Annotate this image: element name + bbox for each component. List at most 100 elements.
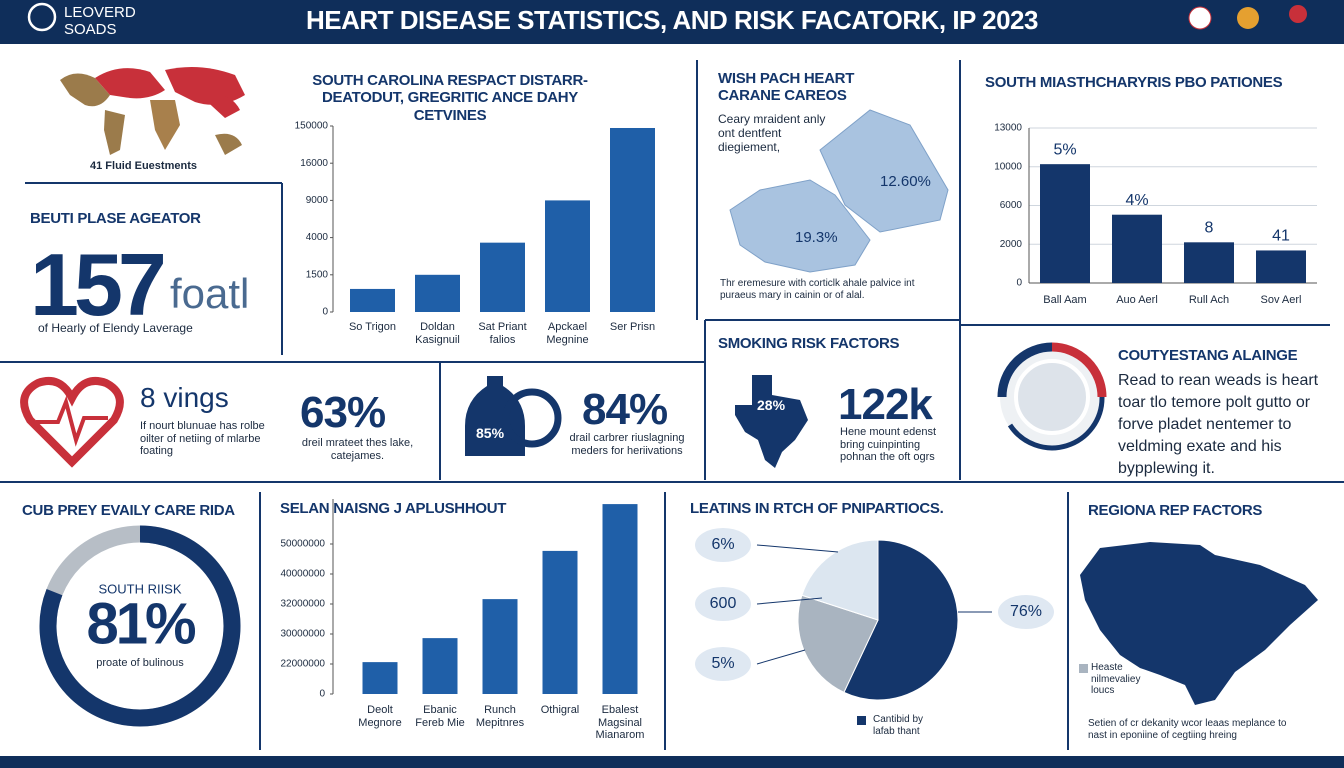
x-tick-label: Othigral	[540, 704, 580, 716]
world-map	[60, 66, 245, 155]
callout-label: 600	[710, 595, 737, 612]
stat-number: 122k	[838, 380, 933, 429]
bar	[545, 200, 590, 312]
bar	[542, 550, 578, 694]
map-label: 12.60%	[880, 173, 931, 190]
donut-label: SOUTH RIISK	[98, 581, 181, 596]
callout-line	[756, 597, 823, 605]
stat-heading: BEUTI PLASE AGEATOR	[30, 210, 201, 227]
legend-label: Heaste nilmevaliey loucs	[1091, 662, 1141, 696]
chart-title: LEATINS IN RTCH OF PNIPARTIOCS.	[690, 500, 944, 517]
bar	[480, 242, 525, 312]
panel-text: Read to rean weads is heart toar tlo tem…	[1118, 372, 1319, 477]
bar-annotation: 41	[1272, 228, 1290, 245]
y-tick-label: 6000	[1000, 200, 1023, 211]
page-title: HEART DISEASE STATISTICS, AND RISK FACAT…	[306, 5, 1038, 35]
y-tick-label: 0	[1016, 278, 1022, 289]
y-tick-label: 16000	[300, 158, 328, 169]
footer-bar	[0, 756, 1344, 768]
bar	[1256, 250, 1306, 283]
bar	[350, 288, 395, 312]
x-tick-label: Rull Ach	[1188, 294, 1230, 306]
chart-title: CUB PREY EVAILY CARE RIDA	[22, 502, 235, 519]
bar	[1040, 164, 1090, 283]
panel-text: Ceary mraident anly ont dentfent diegiem…	[718, 112, 826, 154]
x-tick-label: Ball Aam	[1043, 294, 1087, 306]
stat-number: 157	[30, 235, 167, 334]
x-tick-label: Deolt Megnore	[358, 704, 402, 729]
partner-logo	[1188, 6, 1212, 30]
stat-unit: foatl	[170, 270, 250, 317]
logo-icon	[27, 2, 57, 32]
panel-text: Hene mount edenst bring cuinpinting pohn…	[840, 426, 937, 464]
panel-text: drail carbrer riuslagning meders for her…	[569, 432, 685, 457]
bar-annotation: 5%	[1053, 141, 1076, 158]
care-map	[729, 109, 949, 273]
panel-caption: Setien of cr dekanity wcor leaas meplanc…	[1088, 718, 1287, 741]
y-tick-label: 22000000	[281, 659, 326, 670]
y-tick-label: 4000	[306, 232, 329, 243]
callout-bubble	[695, 587, 751, 621]
x-tick-label: Runch Mepitnres	[475, 704, 525, 729]
callout-label: 6%	[711, 536, 734, 553]
legend-swatch	[857, 716, 866, 725]
x-tick-label: Apckael Megnine	[546, 321, 589, 346]
chart-title: SOUTH MIASTHCHARYRIS PBO PATIONES	[985, 74, 1283, 91]
callout-line	[756, 649, 806, 665]
y-tick-label: 0	[322, 307, 328, 318]
y-tick-label: 40000000	[281, 569, 326, 580]
y-tick-label: 50000000	[281, 539, 326, 550]
callout-bubble	[695, 647, 751, 681]
logo-text: LEOVERD SOADS	[64, 4, 136, 38]
x-tick-label: Sat Priant falios	[478, 321, 527, 346]
bar	[482, 599, 518, 694]
header-bar	[0, 0, 1344, 44]
partner-logo	[1289, 5, 1307, 23]
y-tick-label: 1500	[306, 269, 329, 280]
y-tick-label: 150000	[295, 121, 329, 132]
bar	[362, 662, 398, 694]
map-caption: 41 Fluid Euestments	[90, 160, 197, 172]
bar-annotation: 8	[1205, 220, 1214, 237]
donut-caption: proate of bulinous	[96, 657, 184, 669]
bar	[1184, 242, 1234, 283]
icon-label: 85%	[476, 425, 505, 441]
bar	[1112, 214, 1162, 283]
bar	[602, 504, 638, 694]
y-tick-label: 2000	[1000, 239, 1023, 250]
pie-slice	[797, 594, 879, 694]
chart-title: SOUTH CAROLINA RESPACT DISTARR- DEATODUT…	[312, 72, 588, 124]
icon-label: 28%	[757, 397, 786, 413]
y-tick-label: 30000000	[281, 629, 326, 640]
x-tick-label: Doldan Kasignuil	[415, 321, 460, 346]
bar	[415, 274, 460, 312]
ring-icon	[997, 342, 1107, 451]
panel-caption: Thr eremesure with corticlk ahale palvic…	[720, 278, 915, 301]
y-tick-label: 32000000	[281, 599, 326, 610]
panel-title: WISH PACH HEART CARANE CAREOS	[718, 70, 855, 105]
pie-slice	[801, 539, 879, 621]
bottle-icon	[465, 376, 562, 456]
y-tick-label: 0	[319, 689, 325, 700]
partner-logo	[1237, 7, 1259, 29]
y-tick-label: 13000	[994, 123, 1022, 134]
stat-percent: 63%	[300, 388, 386, 437]
callout-bubble	[998, 595, 1054, 629]
bar	[610, 127, 655, 312]
legend-swatch	[1079, 664, 1088, 673]
x-tick-label: Ser Prisn	[609, 321, 656, 333]
y-tick-label: 9000	[306, 195, 329, 206]
y-tick-label: 10000	[994, 161, 1022, 172]
panel-title: COUTYESTANG ALAINGE	[1118, 347, 1298, 364]
donut-value: 81%	[86, 591, 196, 656]
x-tick-label: So Trigon	[348, 321, 397, 333]
callout-label: 76%	[1010, 603, 1042, 620]
x-tick-label: Sov Aerl	[1260, 294, 1302, 306]
donut-arc	[39, 525, 241, 727]
legend-label: Cantibid by lafab thant	[873, 714, 924, 737]
bar-annotation: 4%	[1125, 192, 1148, 209]
stat-number: 8 vings	[140, 382, 229, 413]
